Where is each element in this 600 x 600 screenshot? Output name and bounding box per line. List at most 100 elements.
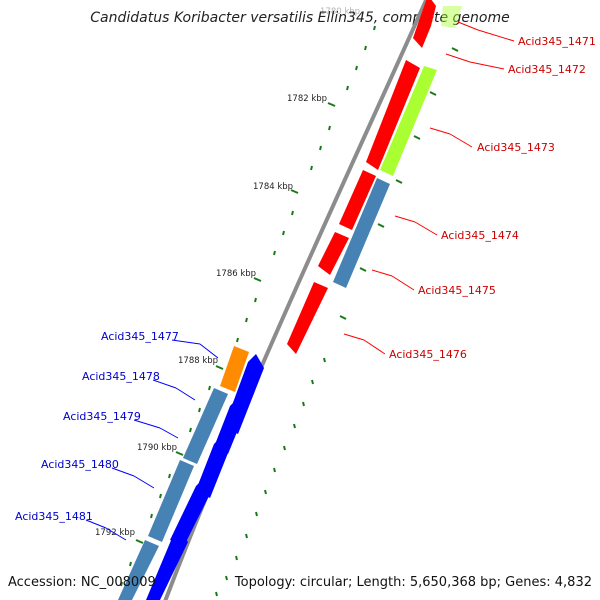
- label-leader: [449, 133, 473, 148]
- tick-mark: [319, 145, 322, 151]
- tick-mark: [129, 561, 132, 567]
- label-leader: [394, 215, 416, 223]
- tick-labels: 1780 kbp 1782 kbp 1784 kbp 1786 kbp 1788…: [95, 7, 360, 538]
- tick-mark: [198, 407, 201, 413]
- tick-ring-outer: [215, 47, 459, 597]
- label-leader: [133, 475, 155, 489]
- tick-mark: [150, 513, 153, 519]
- reverse-gene-labels: Acid345_1477 Acid345_1478 Acid345_1479 A…: [15, 330, 219, 541]
- tick-label-1782: 1782 kbp: [287, 94, 327, 104]
- genome-summary: Topology: circular; Length: 5,650,368 bp…: [234, 575, 592, 590]
- label-leader: [391, 275, 415, 291]
- tick-mark: [346, 85, 349, 91]
- tick-mark: [364, 45, 367, 51]
- gene-arrow-acid345-1475[interactable]: [318, 232, 349, 275]
- tick-mark: [208, 385, 211, 391]
- gene-arrow-acid345-1471-green[interactable]: [441, 6, 462, 28]
- gene-arrow-acid345-1472[interactable]: [366, 60, 420, 170]
- label-leader: [429, 127, 451, 135]
- label-leader: [171, 339, 201, 345]
- label-leader: [133, 419, 161, 429]
- tick-mark: [359, 267, 367, 272]
- tick-mark: [282, 230, 285, 236]
- tick-mark: [255, 511, 258, 517]
- tick-mark: [355, 65, 358, 71]
- tick-mark: [264, 489, 267, 495]
- tick-mark: [120, 581, 123, 587]
- label-leader: [152, 379, 177, 389]
- reverse-strand-genes: [118, 346, 264, 600]
- label-leader: [105, 527, 127, 541]
- tick-mark: [159, 493, 162, 499]
- gene-arrow-acid345-1477[interactable]: [220, 346, 249, 392]
- gene-arrow-acid345-1480[interactable]: [148, 460, 194, 542]
- gene-label-acid345-1479[interactable]: Acid345_1479: [63, 410, 141, 423]
- label-leader: [371, 269, 393, 277]
- tick-mark: [451, 47, 459, 52]
- gene-label-acid345-1478[interactable]: Acid345_1478: [82, 370, 160, 383]
- label-leader: [445, 53, 471, 63]
- gene-label-acid345-1474[interactable]: Acid345_1474: [441, 229, 519, 242]
- gene-label-acid345-1473[interactable]: Acid345_1473: [477, 141, 555, 154]
- label-leader: [469, 61, 505, 70]
- tick-mark: [377, 223, 385, 228]
- accession-label: Accession: NC_008009: [8, 575, 156, 590]
- tick-mark: [245, 317, 248, 323]
- tick-mark: [323, 357, 326, 363]
- gene-arrow-acid345-1471[interactable]: [413, 0, 436, 48]
- tick-mark: [302, 401, 305, 407]
- gene-arrow-acid345-1474[interactable]: [339, 170, 376, 230]
- gene-label-acid345-1476[interactable]: Acid345_1476: [389, 348, 467, 361]
- tick-mark: [283, 445, 286, 451]
- gene-label-acid345-1471[interactable]: Acid345_1471: [518, 35, 596, 48]
- tick-ring-inner: [120, 25, 376, 587]
- label-leader: [477, 29, 515, 42]
- gene-arrow-acid345-1478[interactable]: [183, 388, 228, 464]
- gene-arrow-acid345-1473[interactable]: [380, 66, 437, 176]
- tick-mark: [339, 315, 347, 320]
- tick-mark: [245, 533, 248, 539]
- tick-mark: [291, 210, 294, 216]
- tick-label-1780: 1780 kbp: [320, 7, 360, 17]
- label-leader: [159, 427, 179, 439]
- gene-arrow-acid345-1480-blue[interactable]: [170, 478, 212, 546]
- tick-mark: [293, 423, 296, 429]
- gene-label-acid345-1475[interactable]: Acid345_1475: [418, 284, 496, 297]
- gene-label-acid345-1481[interactable]: Acid345_1481: [15, 510, 93, 523]
- tick-mark: [328, 125, 331, 131]
- label-leader: [111, 467, 135, 477]
- gene-arrow-acid345-1476[interactable]: [287, 282, 328, 354]
- gene-arrow-acid345-1481[interactable]: [118, 540, 159, 600]
- tick-mark-major: [290, 189, 299, 194]
- tick-label-1788: 1788 kbp: [178, 356, 218, 366]
- gene-arrow-acid345-1481-blue[interactable]: [146, 530, 188, 600]
- label-leader: [457, 21, 479, 31]
- forward-strand-genes: [287, 0, 462, 354]
- tick-mark: [254, 297, 257, 303]
- map-title: Candidatus Koribacter versatilis Ellin34…: [90, 10, 510, 26]
- gene-label-acid345-1477[interactable]: Acid345_1477: [101, 330, 179, 343]
- tick-mark-major: [253, 277, 262, 282]
- tick-mark: [168, 473, 171, 479]
- tick-mark: [236, 337, 239, 343]
- tick-mark-major: [135, 539, 144, 544]
- label-leader: [343, 333, 365, 341]
- label-leader: [85, 519, 107, 529]
- gene-arrow-acid345-1474-steel[interactable]: [333, 178, 390, 288]
- label-leader: [199, 343, 219, 359]
- gene-label-acid345-1472[interactable]: Acid345_1472: [508, 63, 586, 76]
- tick-label-1784: 1784 kbp: [253, 182, 293, 192]
- tick-mark: [225, 575, 228, 581]
- tick-mark: [189, 427, 192, 433]
- tick-mark: [215, 591, 218, 597]
- tick-label-1786: 1786 kbp: [216, 269, 256, 279]
- tick-mark-major: [215, 365, 224, 370]
- forward-gene-labels: Acid345_1471 Acid345_1472 Acid345_1473 A…: [343, 21, 596, 361]
- tick-mark-major: [175, 451, 184, 456]
- gene-label-acid345-1480[interactable]: Acid345_1480: [41, 458, 119, 471]
- tick-mark: [310, 165, 313, 171]
- tick-mark-major: [327, 102, 336, 107]
- tick-mark: [429, 91, 437, 96]
- tick-mark: [273, 250, 276, 256]
